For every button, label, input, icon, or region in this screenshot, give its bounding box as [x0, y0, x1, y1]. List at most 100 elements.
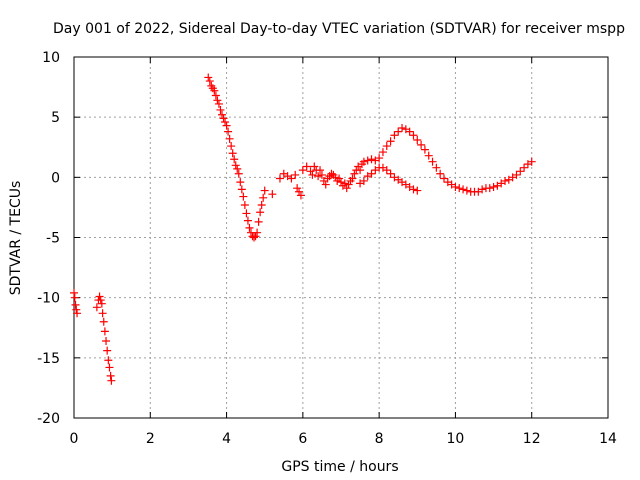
data-point: [398, 123, 407, 132]
data-point: [409, 185, 418, 194]
x-tick-label: 0: [70, 431, 79, 447]
data-point: [359, 176, 368, 185]
data-point: [424, 151, 433, 160]
data-point: [295, 187, 304, 196]
data-point: [382, 166, 391, 175]
data-point: [342, 184, 351, 193]
data-point: [240, 201, 249, 210]
data-point: [350, 169, 359, 178]
y-tick-label: -15: [37, 351, 60, 367]
data-point: [316, 166, 325, 175]
data-point: [291, 170, 300, 179]
data-point: [250, 233, 259, 242]
data-point: [92, 303, 101, 312]
data-point: [462, 186, 471, 195]
x-tick-label: 14: [599, 431, 617, 447]
data-point: [375, 154, 384, 163]
data-point: [340, 179, 349, 188]
data-point: [73, 309, 82, 318]
data-point: [231, 161, 240, 170]
data-point: [70, 293, 79, 302]
data-point: [72, 305, 81, 314]
data-point: [222, 121, 231, 130]
data-point: [204, 73, 213, 82]
data-point: [455, 184, 464, 193]
data-point: [302, 162, 311, 171]
data-point: [228, 149, 237, 158]
data-point: [317, 170, 326, 179]
data-point: [306, 167, 315, 176]
chart-title: Day 001 of 2022, Sidereal Day-to-day VTE…: [53, 21, 625, 37]
data-point: [268, 190, 277, 199]
data-point: [417, 140, 426, 149]
data-point: [257, 201, 266, 210]
data-point: [516, 167, 525, 176]
data-point: [367, 155, 376, 164]
data-point: [485, 184, 494, 193]
y-axis-label: SDTVAR / TECUs: [8, 181, 24, 296]
data-point: [394, 127, 403, 136]
data-point: [239, 192, 248, 201]
data-point: [378, 148, 387, 157]
data-point: [210, 86, 219, 95]
data-point: [382, 142, 391, 151]
x-tick-label: 10: [447, 431, 465, 447]
data-point: [405, 127, 414, 136]
data-point: [287, 174, 296, 183]
x-axis-tick-labels: 0 2 4 6 8 10 12 14: [70, 431, 617, 447]
y-tick-label: 0: [51, 170, 60, 186]
data-point: [321, 180, 330, 189]
data-point: [296, 191, 305, 200]
data-point: [102, 336, 111, 345]
data-point: [367, 169, 376, 178]
y-tick-label: -10: [37, 291, 60, 307]
axis-ticks: [73, 56, 609, 419]
data-point: [98, 309, 107, 318]
data-point: [327, 169, 336, 178]
x-tick-label: 2: [146, 431, 155, 447]
data-point: [216, 105, 225, 114]
data-point: [243, 216, 252, 225]
data-point: [95, 292, 104, 301]
data-point: [359, 157, 368, 166]
data-point: [234, 169, 243, 178]
x-tick-label: 8: [375, 431, 384, 447]
data-point: [428, 157, 437, 166]
data-point: [310, 162, 319, 171]
data-point: [436, 169, 445, 178]
y-axis-tick-labels: -20 -15 -10 -5 0 5 10: [37, 50, 60, 427]
x-tick-label: 4: [222, 431, 231, 447]
data-point: [335, 174, 344, 183]
data-series: [70, 73, 536, 385]
data-point: [251, 232, 260, 241]
data-point: [230, 155, 239, 164]
data-point: [104, 356, 113, 365]
data-point: [211, 91, 220, 100]
data-point: [260, 186, 269, 195]
data-point: [390, 131, 399, 140]
data-point: [219, 114, 228, 123]
data-point: [331, 173, 340, 182]
data-point: [103, 346, 112, 355]
data-point: [459, 185, 468, 194]
data-point: [225, 134, 234, 143]
data-point: [70, 288, 78, 297]
data-point: [96, 296, 105, 305]
y-tick-label: 5: [51, 110, 60, 126]
data-point: [236, 178, 245, 187]
data-point: [413, 136, 422, 145]
data-point: [489, 182, 498, 191]
data-point: [224, 127, 233, 136]
data-point: [413, 186, 422, 195]
data-point: [501, 176, 510, 185]
data-point: [344, 180, 353, 189]
data-point: [432, 163, 441, 172]
data-point: [259, 193, 268, 202]
data-point: [205, 77, 214, 86]
data-point: [227, 142, 236, 151]
data-point: [256, 208, 265, 217]
data-point: [254, 217, 263, 226]
data-point: [478, 185, 487, 194]
data-point: [213, 96, 222, 105]
